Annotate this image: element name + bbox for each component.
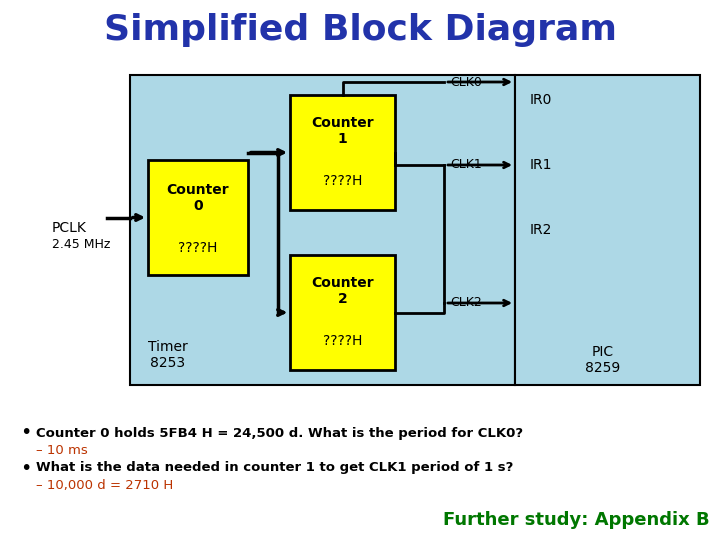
Text: – 10,000 d = 2710 H: – 10,000 d = 2710 H	[36, 480, 174, 492]
Text: •: •	[20, 423, 32, 442]
Text: ????H: ????H	[323, 174, 362, 188]
Text: 2.45 MHz: 2.45 MHz	[52, 239, 110, 252]
Text: IR0: IR0	[530, 93, 552, 107]
FancyBboxPatch shape	[148, 160, 248, 275]
Text: Timer
8253: Timer 8253	[148, 340, 188, 370]
Text: Counter
0: Counter 0	[167, 183, 229, 213]
Text: IR1: IR1	[530, 158, 552, 172]
FancyBboxPatch shape	[290, 95, 395, 210]
Text: CLK0: CLK0	[450, 76, 482, 89]
Text: Counter 0 holds 5FB4 H = 24,500 d. What is the period for CLK0?: Counter 0 holds 5FB4 H = 24,500 d. What …	[36, 427, 523, 440]
FancyBboxPatch shape	[515, 75, 700, 385]
FancyBboxPatch shape	[290, 255, 395, 370]
Text: Counter
1: Counter 1	[311, 116, 374, 146]
Text: Further study: Appendix B: Further study: Appendix B	[444, 511, 710, 529]
Text: PIC
8259: PIC 8259	[585, 345, 621, 375]
Text: PCLK: PCLK	[52, 221, 87, 235]
Text: CLK1: CLK1	[450, 159, 482, 172]
Text: Counter
2: Counter 2	[311, 276, 374, 306]
Text: •: •	[20, 458, 32, 477]
Text: What is the data needed in counter 1 to get CLK1 period of 1 s?: What is the data needed in counter 1 to …	[36, 462, 513, 475]
Text: ????H: ????H	[323, 334, 362, 348]
Text: – 10 ms: – 10 ms	[36, 444, 88, 457]
Text: IR2: IR2	[530, 223, 552, 237]
Text: Simplified Block Diagram: Simplified Block Diagram	[104, 13, 616, 47]
FancyBboxPatch shape	[130, 75, 515, 385]
Text: ????H: ????H	[179, 241, 217, 255]
Text: CLK2: CLK2	[450, 296, 482, 309]
